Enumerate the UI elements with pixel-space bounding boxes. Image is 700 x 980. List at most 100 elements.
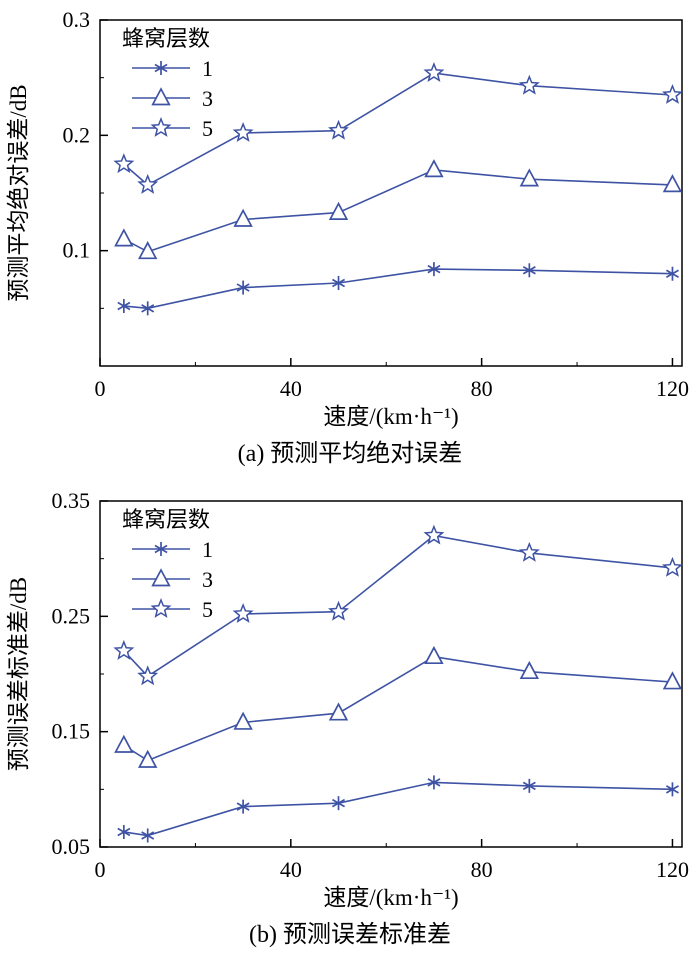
y-tick-label: 0.35 — [52, 488, 91, 513]
marker-asterisk — [665, 266, 679, 281]
marker-asterisk — [522, 263, 536, 278]
x-tick-label: 40 — [280, 376, 302, 401]
legend: 蜂窝层数 1 3 5 — [122, 507, 213, 622]
marker-star — [232, 122, 254, 142]
marker-asterisk — [522, 778, 536, 793]
series-1 — [117, 775, 679, 843]
legend-title: 蜂窝层数 — [122, 507, 210, 532]
figure-page: 0 40 80 120 0.1 0.2 0.3 速度/(km·h⁻¹) 预测平均绝对误差/dB 蜂… — [0, 6, 700, 950]
series-3 — [114, 159, 683, 260]
x-tick-label: 120 — [656, 857, 689, 882]
chart-a-caption: (a) 预测平均绝对误差 — [237, 441, 463, 467]
legend-title: 蜂窝层数 — [122, 26, 210, 51]
legend-entry-label: 3 — [202, 567, 213, 592]
marker-triangle — [151, 87, 171, 106]
marker-asterisk — [236, 280, 250, 295]
marker-triangle — [151, 567, 171, 587]
marker-asterisk — [141, 828, 155, 843]
marker-asterisk — [154, 61, 168, 75]
chart-a-canvas: 0 40 80 120 0.1 0.2 0.3 速度/(km·h⁻¹) 预测平均绝对误差/dB 蜂… — [6, 7, 689, 429]
y-axis-label: 预测误差标准差/dB — [6, 577, 31, 771]
marker-asterisk — [117, 824, 131, 839]
x-axis: 0 40 80 120 — [95, 838, 689, 882]
plot-border — [99, 500, 683, 848]
legend-entry-label: 5 — [202, 597, 213, 622]
marker-triangle — [424, 645, 444, 664]
marker-star — [518, 541, 540, 562]
legend-entry-label: 1 — [202, 56, 213, 81]
marker-asterisk — [427, 262, 441, 277]
marker-asterisk — [117, 299, 131, 314]
series-1 — [117, 262, 679, 316]
marker-star — [150, 116, 172, 137]
chart-b-canvas: 0 40 80 120 0.05 0.15 0.25 0.35 速度/(km·h⁻¹) 预测误差标… — [6, 488, 689, 910]
marker-star — [232, 602, 254, 623]
y-tick-label: 0.05 — [52, 834, 91, 859]
x-tick-label: 120 — [656, 376, 689, 401]
marker-star — [137, 665, 159, 686]
marker-triangle — [328, 201, 349, 220]
y-axis: 0.1 0.2 0.3 — [63, 7, 108, 309]
marker-star — [150, 597, 172, 618]
marker-star — [328, 600, 349, 621]
marker-triangle — [328, 702, 349, 721]
legend-entry-label: 3 — [202, 86, 213, 111]
y-tick-label: 0.15 — [52, 718, 91, 743]
x-axis-label: 速度/(km·h⁻¹) — [323, 885, 458, 910]
marker-triangle — [662, 174, 683, 193]
y-axis-label: 预测平均绝对误差/dB — [6, 84, 31, 301]
marker-triangle — [233, 711, 253, 730]
marker-star — [423, 524, 445, 545]
marker-triangle — [233, 208, 253, 227]
marker-star — [137, 173, 159, 194]
marker-triangle — [114, 734, 134, 753]
marker-triangle — [519, 168, 540, 187]
marker-star — [423, 62, 445, 82]
series-5 — [113, 62, 683, 194]
legend: 蜂窝层数 1 3 5 — [122, 26, 213, 141]
y-tick-label: 0.25 — [52, 603, 91, 628]
series-line — [123, 268, 673, 310]
marker-asterisk — [141, 301, 155, 316]
marker-asterisk — [332, 275, 346, 290]
y-tick-label: 0.2 — [63, 122, 91, 147]
legend-entry-label: 5 — [202, 116, 213, 141]
marker-triangle — [662, 671, 683, 690]
marker-triangle — [114, 228, 134, 247]
marker-asterisk — [665, 782, 679, 797]
marker-triangle — [424, 159, 444, 178]
series-5 — [113, 524, 683, 686]
marker-asterisk — [332, 795, 346, 810]
marker-asterisk — [236, 799, 250, 814]
x-tick-label: 40 — [280, 857, 302, 882]
chart-b-caption: (b) 预测误差标准差 — [249, 921, 451, 948]
marker-triangle — [138, 749, 158, 768]
plot-border — [99, 19, 683, 367]
marker-star — [328, 119, 349, 140]
y-axis: 0.05 0.15 0.25 0.35 — [52, 488, 108, 859]
x-axis-label: 速度/(km·h⁻¹) — [323, 404, 458, 429]
marker-triangle — [519, 660, 540, 679]
marker-triangle — [138, 241, 158, 260]
series-line — [123, 781, 673, 837]
x-tick-label: 0 — [95, 857, 106, 882]
x-tick-label: 80 — [471, 376, 493, 401]
y-tick-label: 0.1 — [63, 238, 91, 263]
marker-star — [113, 153, 135, 174]
legend-entry-label: 1 — [202, 537, 213, 562]
series-line — [123, 655, 673, 762]
marker-star — [661, 83, 683, 104]
x-axis: 0 40 80 120 — [95, 358, 689, 401]
marker-asterisk — [427, 775, 441, 790]
chart-a: 0 40 80 120 0.1 0.2 0.3 速度/(km·h⁻¹) 预测平均绝对误差/dB 蜂… — [0, 6, 700, 469]
marker-star — [661, 556, 683, 577]
x-tick-label: 0 — [95, 376, 106, 401]
marker-asterisk — [154, 541, 168, 556]
series-line — [123, 169, 673, 253]
chart-b: 0 40 80 120 0.05 0.15 0.25 0.35 速度/(km·h⁻¹) 预测误差标… — [0, 487, 700, 950]
marker-star — [518, 74, 540, 95]
x-tick-label: 80 — [471, 857, 493, 882]
y-tick-label: 0.3 — [63, 7, 91, 32]
marker-star — [113, 639, 135, 660]
series-3 — [114, 645, 683, 768]
